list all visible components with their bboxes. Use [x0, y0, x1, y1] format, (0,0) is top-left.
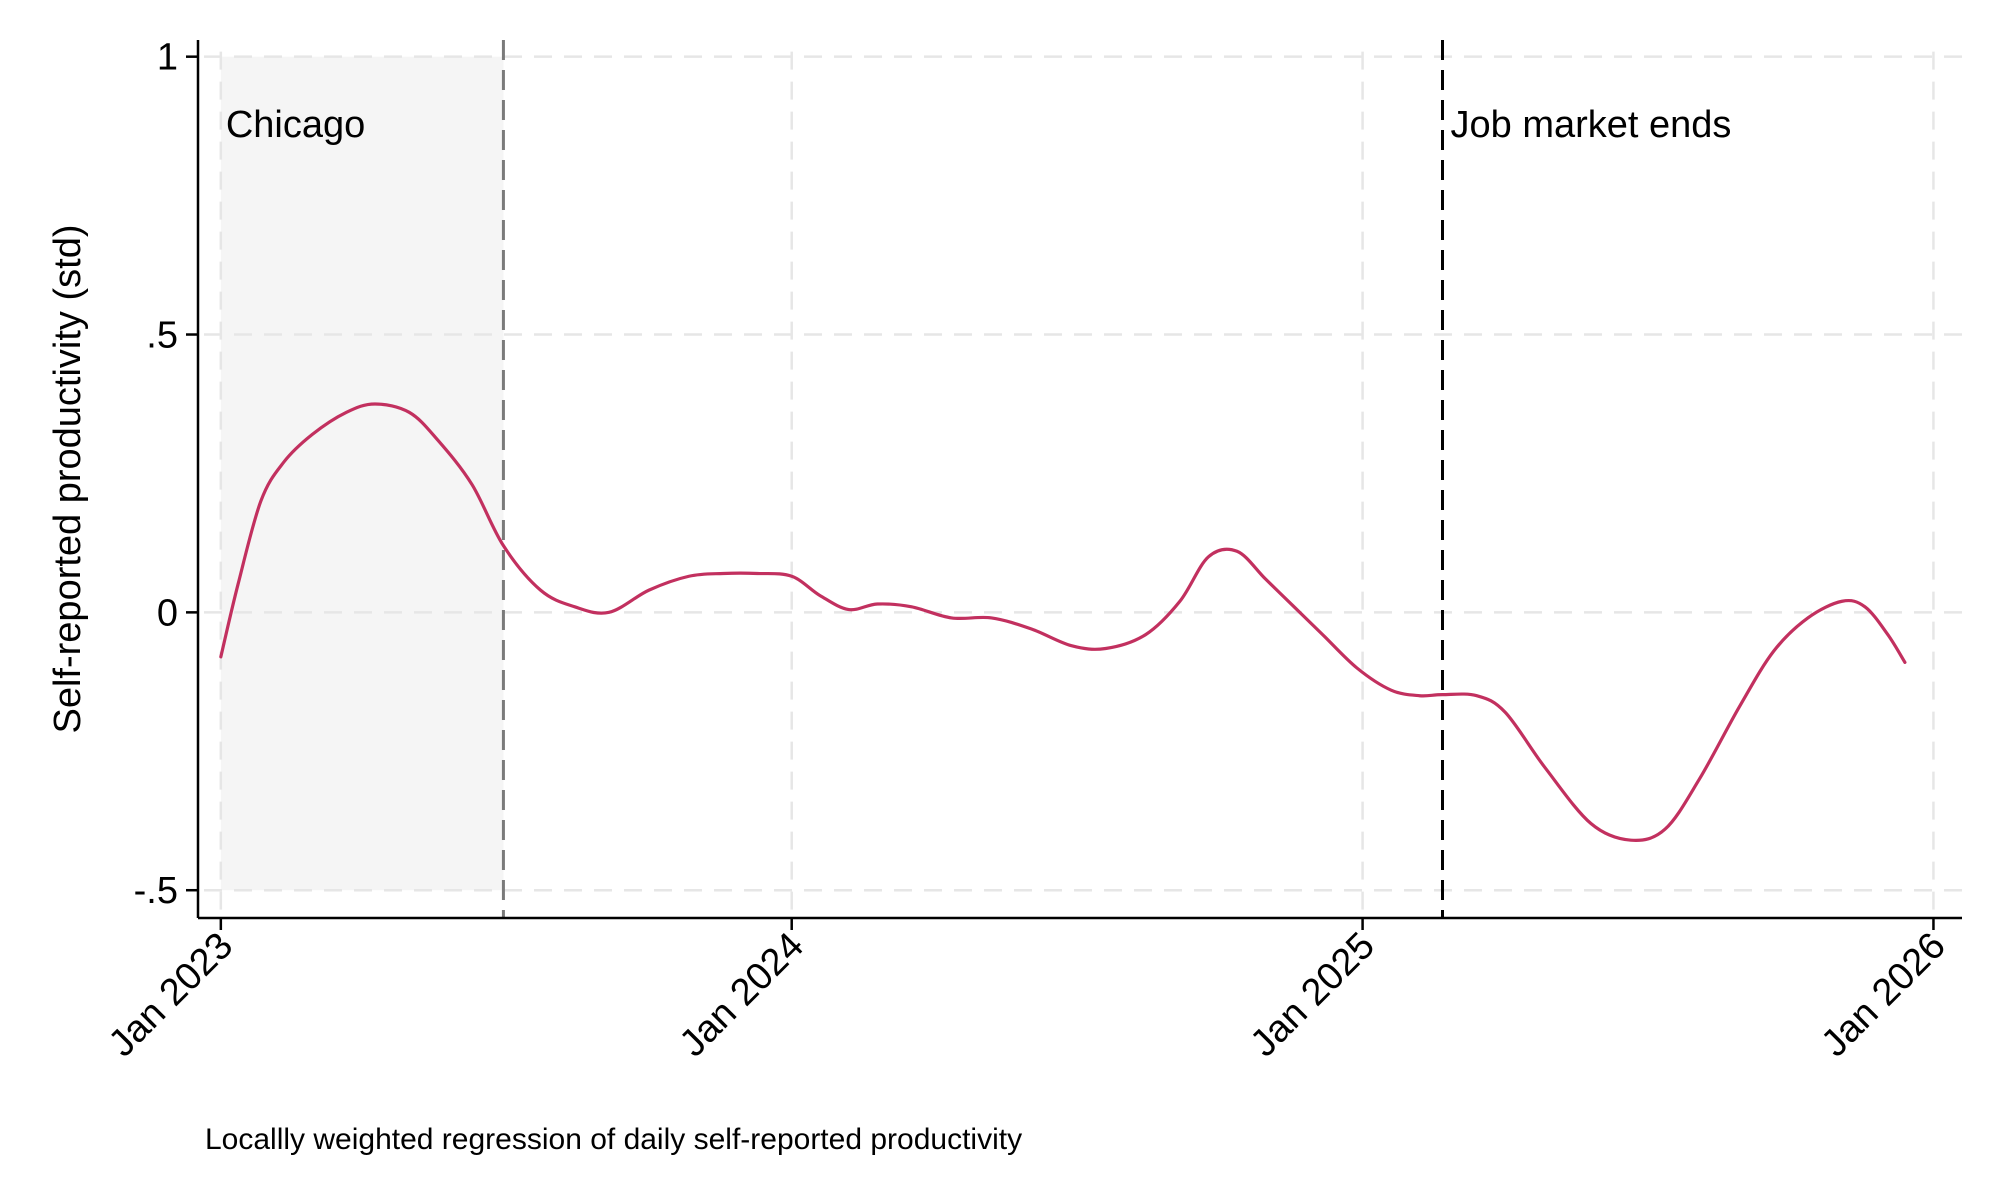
shaded-region-label: Chicago — [226, 104, 365, 146]
x-tick-label: Jan 2025 — [1243, 925, 1383, 1065]
chart-vline-layer — [501, 40, 1445, 918]
vline-label: Job market ends — [1451, 104, 1732, 146]
x-tick-label: Jan 2026 — [1814, 925, 1954, 1065]
chart-note: Locallly weighted regression of daily se… — [205, 1123, 1022, 1156]
chart-shaded-region-layer — [220, 56, 504, 891]
y-tick-label: 1 — [157, 37, 178, 79]
shaded-region-chicago — [220, 56, 504, 891]
y-tick-label: 0 — [157, 592, 178, 634]
y-tick-label: -.5 — [134, 870, 178, 912]
chart-grid-layer — [204, 51, 1962, 918]
chart-series-layer — [219, 402, 1907, 843]
x-tick-label: Jan 2023 — [101, 925, 241, 1065]
chart-axis-layer — [186, 40, 1962, 930]
y-axis-title: Self-reported productivity (std) — [47, 225, 89, 734]
x-tick-label: Jan 2024 — [672, 925, 812, 1065]
y-tick-label: .5 — [146, 315, 178, 357]
series-line-0 — [219, 402, 1907, 843]
